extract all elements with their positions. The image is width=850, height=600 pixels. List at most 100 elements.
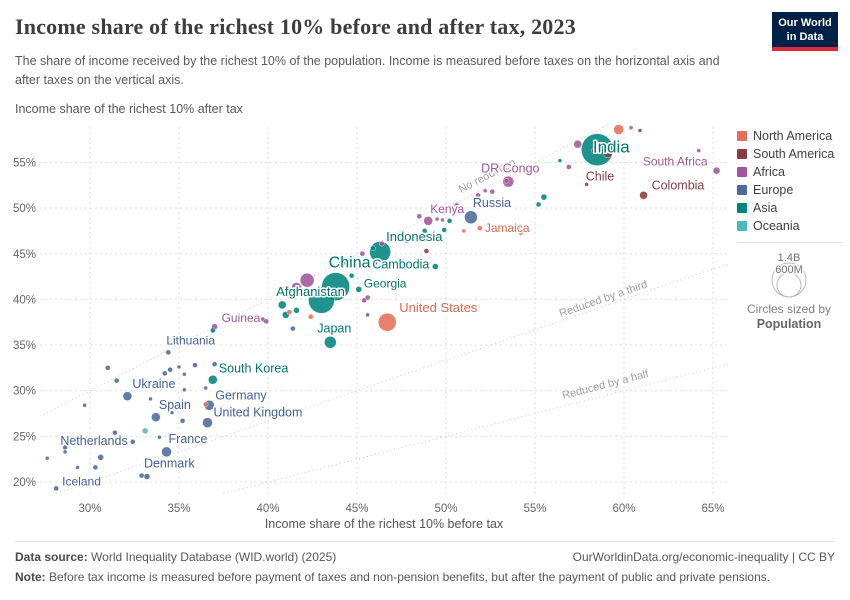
- data-point[interactable]: [211, 361, 218, 367]
- data-point[interactable]: [423, 248, 430, 254]
- data-point[interactable]: [298, 290, 306, 298]
- data-point[interactable]: [348, 272, 355, 279]
- data-point-afghanistan[interactable]: [278, 300, 287, 310]
- data-point-ukraine[interactable]: [122, 391, 133, 401]
- legend-item-north-america[interactable]: North America: [737, 129, 847, 143]
- data-point[interactable]: [637, 128, 643, 133]
- data-point[interactable]: [372, 260, 378, 266]
- data-point[interactable]: [316, 286, 323, 293]
- data-point[interactable]: [203, 385, 208, 391]
- data-point[interactable]: [192, 362, 198, 368]
- data-point-russia[interactable]: [464, 210, 478, 224]
- data-point[interactable]: [105, 365, 111, 371]
- data-point[interactable]: [453, 202, 460, 209]
- data-point[interactable]: [557, 158, 563, 163]
- legend-item-south-america[interactable]: South America: [737, 147, 847, 161]
- data-point[interactable]: [291, 287, 298, 294]
- data-point[interactable]: [540, 193, 548, 201]
- data-point[interactable]: [440, 217, 445, 223]
- data-point[interactable]: [286, 309, 293, 315]
- data-point-united-kingdom[interactable]: [202, 417, 213, 428]
- data-point[interactable]: [361, 297, 367, 304]
- data-point[interactable]: [167, 367, 173, 373]
- data-point[interactable]: [290, 325, 296, 332]
- data-point[interactable]: [299, 273, 315, 288]
- data-point[interactable]: [169, 410, 175, 415]
- data-point[interactable]: [263, 318, 269, 325]
- data-point[interactable]: [441, 227, 447, 233]
- data-point[interactable]: [157, 435, 162, 440]
- data-point[interactable]: [482, 188, 488, 193]
- data-point[interactable]: [82, 403, 87, 408]
- data-point-chile[interactable]: [603, 148, 613, 159]
- data-point[interactable]: [446, 218, 453, 224]
- data-point-kenya[interactable]: [423, 216, 433, 226]
- data-point-jamaica[interactable]: [477, 225, 483, 231]
- data-point[interactable]: [202, 401, 209, 408]
- data-point[interactable]: [489, 188, 495, 195]
- data-point[interactable]: [308, 314, 314, 320]
- data-point[interactable]: [503, 178, 510, 184]
- data-point[interactable]: [535, 201, 542, 208]
- data-point[interactable]: [210, 327, 216, 334]
- data-point[interactable]: [359, 251, 366, 257]
- data-point-denmark[interactable]: [143, 473, 151, 480]
- data-point[interactable]: [182, 387, 187, 392]
- data-point-united-states[interactable]: [378, 313, 397, 332]
- data-point[interactable]: [696, 148, 701, 153]
- data-point[interactable]: [416, 213, 422, 220]
- data-point-japan[interactable]: [324, 336, 337, 349]
- data-point-spain[interactable]: [151, 412, 161, 422]
- data-point[interactable]: [370, 245, 376, 251]
- data-point[interactable]: [293, 307, 300, 314]
- data-point[interactable]: [566, 164, 572, 170]
- data-point-lithuania[interactable]: [165, 349, 172, 356]
- data-point[interactable]: [398, 235, 405, 241]
- data-point[interactable]: [434, 216, 440, 222]
- data-point[interactable]: [176, 364, 182, 370]
- data-point[interactable]: [365, 312, 370, 318]
- data-point[interactable]: [613, 124, 624, 135]
- data-point[interactable]: [162, 370, 168, 377]
- data-point[interactable]: [518, 230, 524, 236]
- data-point-india[interactable]: [581, 133, 614, 166]
- data-point-iceland[interactable]: [53, 485, 59, 492]
- data-point[interactable]: [389, 235, 396, 241]
- data-point-netherlands[interactable]: [130, 439, 136, 445]
- legend-item-africa[interactable]: Africa: [737, 165, 847, 179]
- data-point[interactable]: [62, 449, 68, 455]
- data-point[interactable]: [112, 429, 118, 436]
- data-point[interactable]: [450, 206, 456, 212]
- data-point-south-africa[interactable]: [712, 166, 721, 175]
- data-point-georgia[interactable]: [355, 286, 362, 293]
- data-point-france[interactable]: [161, 446, 172, 458]
- data-point[interactable]: [584, 182, 589, 187]
- data-point[interactable]: [379, 241, 385, 247]
- legend-item-oceania[interactable]: Oceania: [737, 219, 847, 233]
- data-point[interactable]: [336, 262, 342, 269]
- owid-logo[interactable]: Our World in Data: [772, 12, 838, 51]
- data-point[interactable]: [347, 257, 353, 263]
- data-point[interactable]: [343, 260, 350, 266]
- data-point[interactable]: [92, 464, 99, 471]
- data-point[interactable]: [97, 454, 104, 461]
- data-point[interactable]: [628, 125, 634, 130]
- data-point[interactable]: [148, 396, 153, 402]
- data-point[interactable]: [179, 418, 186, 424]
- data-point[interactable]: [573, 139, 582, 149]
- data-point[interactable]: [420, 232, 426, 237]
- legend-item-europe[interactable]: Europe: [737, 183, 847, 197]
- data-point[interactable]: [364, 294, 371, 301]
- data-point[interactable]: [113, 377, 120, 384]
- data-point-south-korea[interactable]: [208, 375, 218, 385]
- data-point[interactable]: [404, 238, 410, 244]
- owid-link[interactable]: OurWorldinData.org/economic-inequality |…: [572, 550, 835, 564]
- data-point[interactable]: [141, 427, 149, 435]
- data-point[interactable]: [138, 472, 145, 479]
- data-point[interactable]: [475, 192, 481, 199]
- legend-item-asia[interactable]: Asia: [737, 201, 847, 215]
- data-point[interactable]: [182, 372, 187, 377]
- data-point[interactable]: [591, 147, 597, 154]
- data-point-cambodia[interactable]: [432, 263, 439, 270]
